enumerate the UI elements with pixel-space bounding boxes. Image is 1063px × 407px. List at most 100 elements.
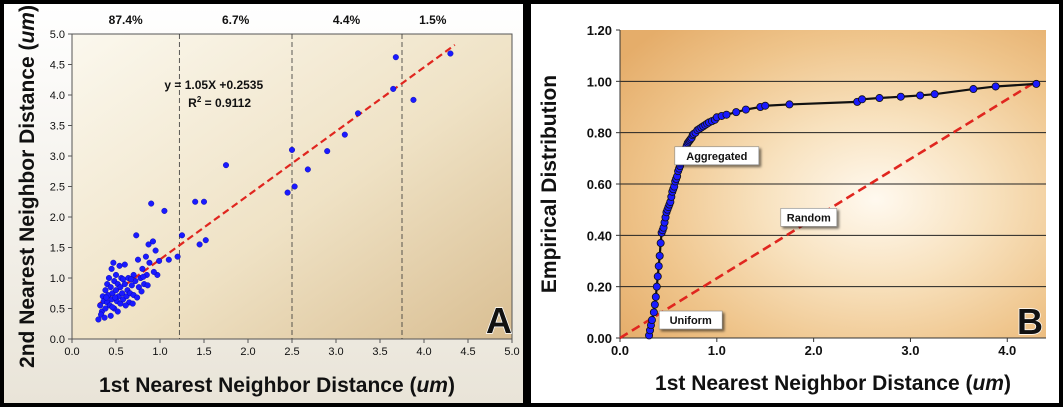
panel-a-data-point: [390, 85, 397, 92]
panel-a-y-tick-label: 3.0: [50, 151, 65, 163]
panel-b-data-point: [875, 94, 884, 103]
panel-a-x-tick-label: 2.0: [240, 346, 255, 358]
panel-a-data-point: [202, 237, 209, 244]
panel-a-data-point: [142, 253, 149, 260]
panel-a-y-tick-label: 2.0: [50, 212, 65, 224]
panel-a-percent-label: 1.5%: [419, 13, 447, 27]
panel-b-annotation-label: Random: [787, 212, 831, 224]
panel-b-x-tick-label: 1.0: [708, 343, 726, 358]
panel-a-data-point: [146, 259, 153, 266]
panel-a-data-point: [161, 207, 168, 214]
panel-b-data-point: [785, 100, 794, 109]
panel-a-data-point: [140, 273, 147, 280]
panel-a-y-tick-label: 1.5: [50, 243, 65, 255]
panel-a-data-point: [149, 238, 156, 245]
x-label-part: um: [972, 372, 1004, 395]
x-label-part: 1st Nearest Neighbor Distance (: [655, 372, 972, 395]
panel-a-percent-label: 87.4%: [109, 13, 143, 27]
panel-b-y-tick-label: 0.20: [587, 280, 612, 295]
panel-a-x-tick-label: 3.0: [328, 346, 343, 358]
panel-a-data-point: [121, 261, 128, 268]
panel-b-annotation-box: [674, 146, 760, 166]
panel-a-data-point: [341, 131, 348, 138]
panel-a-data-point: [128, 282, 135, 289]
panel-b-data-point: [916, 91, 925, 100]
panel-b-data-point: [930, 90, 939, 99]
panel-a-data-point: [119, 290, 126, 297]
panel-a-y-tick-label: 4.5: [50, 60, 65, 72]
panel-a-data-point: [145, 241, 152, 248]
panel-b-data-point: [653, 272, 662, 281]
panel-a-data-point: [95, 316, 102, 323]
panel-a-data-point: [120, 276, 127, 283]
panel-a-data-point: [150, 268, 157, 275]
panel-a-data-point: [130, 271, 137, 278]
panel-b-annotation-box: [780, 208, 838, 227]
panel-a-x-tick-label: 5.0: [504, 346, 519, 358]
panel-b-x-tick-label: 2.0: [805, 343, 823, 358]
panel-a-data-point: [148, 200, 155, 207]
r2-base: R: [188, 96, 197, 110]
panel-a-data-point: [392, 54, 399, 61]
panel-a-data-point: [97, 302, 104, 309]
panel-a-data-point: [410, 96, 417, 103]
panel-b-data-point: [896, 92, 905, 101]
panel-b-data-point: [1032, 79, 1041, 88]
panel-a-y-tick-label: 0.5: [50, 304, 65, 316]
panel-b-y-tick-label: 1.00: [587, 74, 612, 89]
panel-b-y-tick-label: 0.80: [587, 126, 612, 141]
panel-a-data-point: [291, 183, 298, 190]
panel-b-data-point: [722, 110, 731, 119]
panel-b-y-tick-label: 0.00: [587, 331, 612, 346]
panel-b-x-tick-label: 4.0: [998, 343, 1016, 358]
panel-a-x-axis-label: 1st Nearest Neighbor Distance (um): [99, 374, 455, 397]
panel-b-data-point: [991, 82, 1000, 91]
y-label-part: 2nd Nearest Neighbor Distance (: [16, 44, 39, 368]
panel-a-data-point: [192, 198, 199, 205]
panel-b-data-point: [969, 85, 978, 94]
panel-a-x-tick-label: 0.5: [108, 346, 123, 358]
panel-a-data-point: [105, 275, 112, 282]
panel-a-data-point: [116, 262, 123, 269]
panel-a-data-point: [152, 247, 159, 254]
panel-b-x-axis-label: 1st Nearest Neighbor Distance (um): [655, 372, 1011, 395]
r2-value: = 0.9112: [201, 96, 251, 110]
panel-a-data-point: [102, 305, 109, 312]
panel-a-data-point: [117, 284, 124, 291]
panel-a-chart: 0.0 0.5 1.0 1.5 2.0 2.5 3.0 3.5 4.0 4.5 5.0 0.0 0.5 1…: [16, 5, 520, 397]
panel-a-y-tick-label: 3.5: [50, 121, 65, 133]
panel-a-x-tick-label: 4.5: [460, 346, 475, 358]
panel-a-y-tick-label: 0.0: [50, 334, 65, 346]
panel-a-x-tick-label: 2.5: [284, 346, 299, 358]
panel-a-r-squared: R2 = 0.9112: [188, 95, 251, 110]
panel-b-data-point: [654, 262, 663, 271]
panel-a-data-point: [165, 256, 172, 263]
panel-a-data-point: [355, 110, 362, 117]
panel-a-data-point: [103, 294, 110, 301]
panel-a-x-tick-label: 4.0: [416, 346, 431, 358]
panel-a-data-point: [112, 294, 119, 301]
panel-a-data-point: [112, 287, 119, 294]
panel-a-data-point: [107, 312, 114, 319]
panel-b-data-point: [761, 101, 770, 110]
panel-b-data-point: [732, 108, 741, 117]
panel-a-data-point: [222, 162, 229, 169]
panel-a-data-point: [144, 282, 151, 289]
panel-a-data-point: [127, 276, 134, 283]
panel-a-data-point: [102, 287, 109, 294]
panel-a-data-point: [101, 314, 108, 321]
panel-a-data-point: [134, 256, 141, 263]
panel-b-data-point: [858, 95, 867, 104]
panel-a-data-point: [138, 288, 145, 295]
panel-a-data-point: [129, 300, 136, 307]
panel-b-y-tick-label: 0.40: [587, 228, 612, 243]
panel-b-data-point: [656, 239, 665, 248]
panel-a-data-point: [304, 166, 311, 173]
y-label-part: um: [16, 12, 39, 44]
panel-a-data-point: [109, 304, 116, 311]
panel-b-annotation-box: [658, 310, 723, 330]
panel-b-chart: 0.0 1.0 2.0 3.0 4.0 0.00 0.20 0.40 0.60 0.80 1.00 1…: [538, 23, 1046, 395]
panel-a-data-point: [447, 50, 454, 57]
panel-b-y-axis-label: Empirical Distribution: [538, 75, 561, 293]
panel-a-data-point: [114, 308, 121, 315]
